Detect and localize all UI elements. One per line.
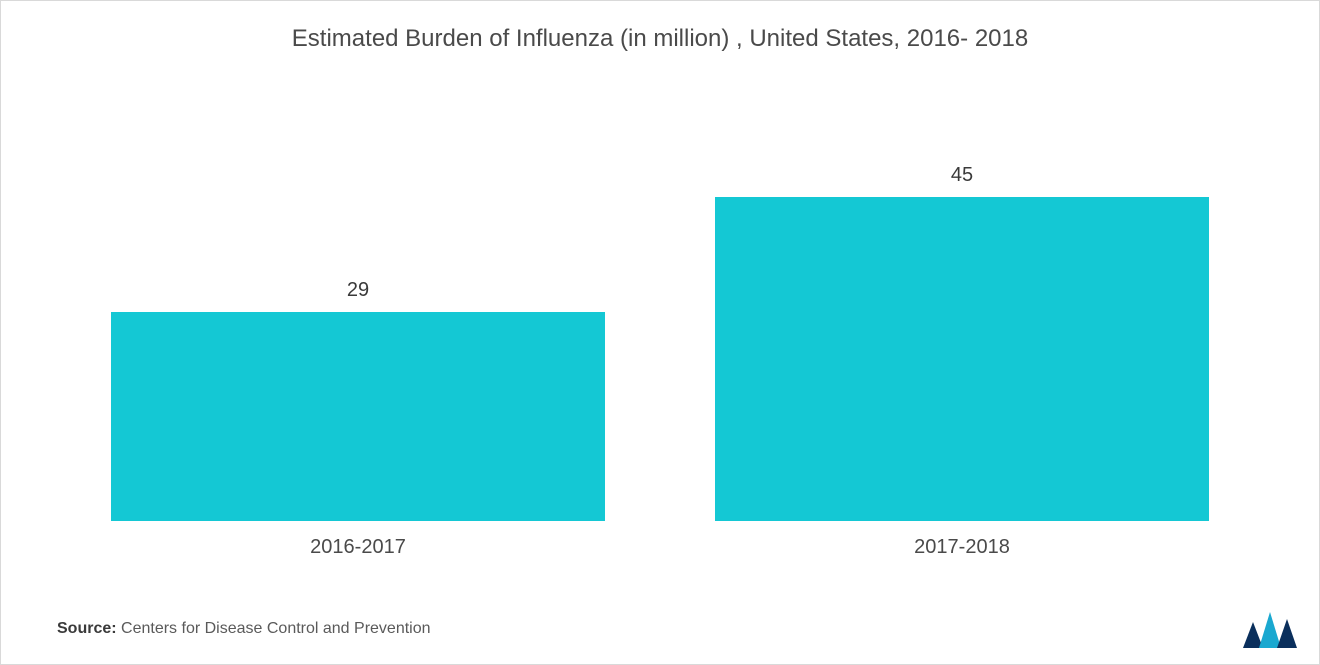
bar-group-1: 45: [715, 164, 1209, 521]
logo-bar-2: [1259, 612, 1281, 648]
bars-container: 29 45: [1, 91, 1319, 521]
chart-title: Estimated Burden of Influenza (in millio…: [1, 1, 1319, 53]
chart-area: 29 45 2016-2017 2017-2018: [1, 91, 1319, 551]
source-label: Source:: [57, 620, 117, 637]
x-label-1: 2017-2018: [715, 536, 1209, 559]
logo-bar-1: [1243, 622, 1263, 648]
x-axis-labels: 2016-2017 2017-2018: [1, 536, 1319, 559]
x-label-0: 2016-2017: [111, 536, 605, 559]
logo-bar-3: [1277, 619, 1297, 648]
bar-1: [715, 197, 1209, 521]
source-citation: Source: Centers for Disease Control and …: [57, 620, 431, 638]
source-text: Centers for Disease Control and Preventi…: [117, 620, 431, 637]
mordor-logo-icon: [1243, 608, 1297, 648]
value-label-0: 29: [347, 279, 369, 302]
bar-group-0: 29: [111, 279, 605, 521]
value-label-1: 45: [951, 164, 973, 187]
bar-0: [111, 312, 605, 521]
